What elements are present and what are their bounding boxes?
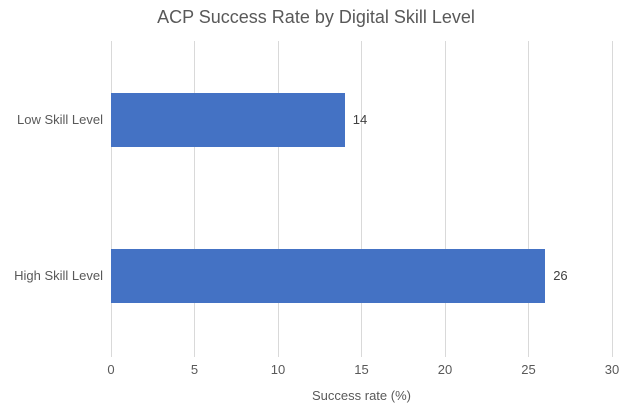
x-tick-label: 0 xyxy=(107,362,115,377)
vertical-gridline xyxy=(277,41,279,353)
x-axis-tick-mark xyxy=(277,353,279,357)
x-axis-tick-mark xyxy=(444,353,446,357)
data-label-low-skill-level: 14 xyxy=(352,112,368,127)
vertical-gridline xyxy=(528,41,529,353)
vertical-gridline xyxy=(444,41,446,353)
x-axis-tick-mark xyxy=(110,353,112,357)
x-tick-label: 15 xyxy=(354,362,369,377)
chart-title: ACP Success Rate by Digital Skill Level xyxy=(157,7,475,27)
x-axis-tick-mark xyxy=(611,353,613,357)
bar-low-skill-level xyxy=(111,93,345,147)
x-tick-label: 10 xyxy=(270,362,286,377)
x-axis-tick-mark xyxy=(528,353,529,357)
x-axis-tick-mark xyxy=(194,353,195,357)
vertical-gridline xyxy=(361,41,362,353)
data-label-high-skill-level: 26 xyxy=(553,268,568,283)
x-tick-label: 30 xyxy=(604,362,620,377)
x-tick-label: 5 xyxy=(190,362,199,377)
vertical-gridline xyxy=(611,41,613,353)
y-category-label-high-skill-level: High Skill Level xyxy=(14,268,103,283)
x-axis-tick-mark xyxy=(361,353,362,357)
x-tick-label: 20 xyxy=(437,362,453,377)
x-tick-label: 25 xyxy=(521,362,536,377)
bar-high-skill-level xyxy=(111,249,546,303)
y-category-label-low-skill-level: Low Skill Level xyxy=(17,112,103,127)
plot-area: 0 5 10 15 20 25 30 14 26 xyxy=(107,41,619,377)
x-axis-title: Success rate (%) xyxy=(312,388,411,403)
vertical-gridline xyxy=(110,41,112,353)
vertical-gridline xyxy=(194,41,195,353)
